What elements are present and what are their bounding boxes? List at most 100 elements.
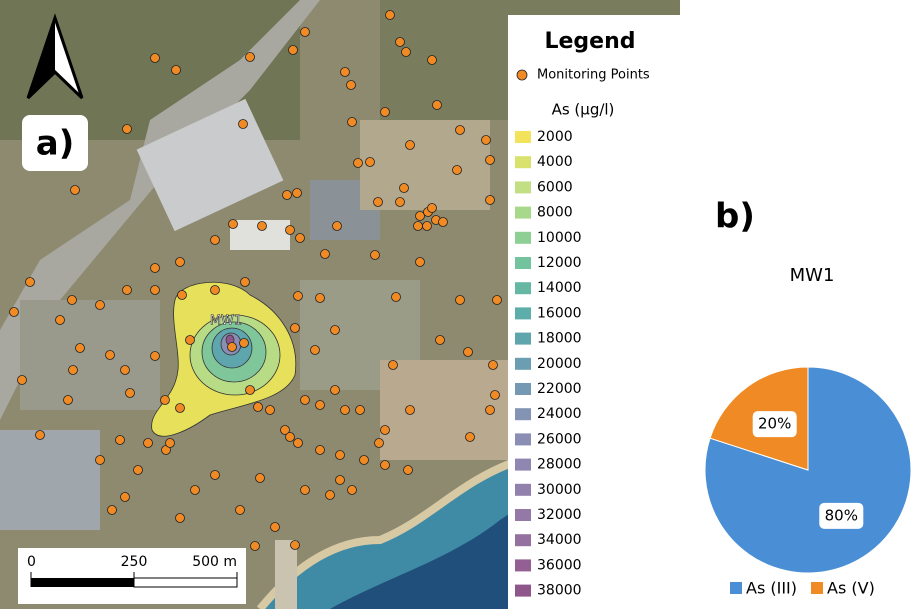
- legend-swatch: [515, 231, 531, 244]
- monitoring-point: [290, 323, 300, 333]
- monitoring-point: [67, 295, 77, 305]
- monitoring-point: [175, 513, 185, 523]
- monitoring-point: [150, 285, 160, 295]
- legend-swatch: [515, 156, 531, 169]
- legend-swatch: [515, 181, 531, 194]
- monitoring-point: [438, 217, 448, 227]
- legend-label: 2000: [537, 129, 573, 145]
- monitoring-point: [235, 505, 245, 515]
- monitoring-point: [125, 388, 135, 398]
- scale-segment: [133, 577, 238, 588]
- monitoring-point: [335, 450, 345, 460]
- monitoring-point: [395, 197, 405, 207]
- chart-title: MW1: [790, 265, 835, 286]
- panel-label: b): [715, 197, 755, 237]
- monitoring-point: [160, 395, 170, 405]
- scale-bar: 0 250 500 m: [27, 554, 238, 588]
- well-label: MW1: [210, 314, 242, 329]
- legend-label: 24000: [537, 406, 582, 422]
- monitoring-point: [165, 438, 175, 448]
- monitoring-points: [9, 10, 502, 551]
- monitoring-point: [120, 365, 130, 375]
- legend-label: 4000: [537, 154, 573, 170]
- monitoring-point: [370, 250, 380, 260]
- monitoring-point: [105, 350, 115, 360]
- legend-swatch: [515, 332, 531, 345]
- monitoring-point: [282, 190, 292, 200]
- monitoring-point: [380, 460, 390, 470]
- monitoring-point: [295, 233, 305, 243]
- legend-classes: 2000 4000 6000 8000 10000 12000 14000 16000 1800…: [515, 129, 582, 599]
- monitoring-point: [35, 430, 45, 440]
- monitoring-point: [485, 195, 495, 205]
- legend-label: 8000: [537, 205, 573, 221]
- monitoring-point: [288, 45, 298, 55]
- monitoring-point: [373, 197, 383, 207]
- monitoring-point: [245, 385, 255, 395]
- monitoring-point: [293, 291, 303, 301]
- legend-swatch: [515, 458, 531, 471]
- monitoring-point: [452, 165, 462, 175]
- monitoring-point: [238, 119, 248, 129]
- north-arrow: [26, 13, 84, 100]
- legend-label: As (III): [746, 579, 797, 598]
- legend-swatch: [515, 433, 531, 446]
- monitoring-point: [332, 221, 342, 231]
- monitoring-point: [315, 293, 325, 303]
- monitoring-point: [330, 385, 340, 395]
- monitoring-point: [245, 52, 255, 62]
- monitoring-point: [359, 455, 369, 465]
- monitoring-point: [427, 55, 437, 65]
- monitoring-point: [300, 485, 310, 495]
- legend-label: 36000: [537, 557, 582, 573]
- monitoring-point: [280, 425, 290, 435]
- monitoring-point: [122, 124, 132, 134]
- legend-swatch: [515, 559, 531, 572]
- monitoring-point: [481, 135, 491, 145]
- monitoring-point: [432, 100, 442, 110]
- panel-label-box: [22, 115, 88, 171]
- monitoring-point: [285, 225, 295, 235]
- monitoring-point: [455, 295, 465, 305]
- monitoring-point: [401, 47, 411, 57]
- legend-label: 32000: [537, 507, 582, 523]
- legend-box: [508, 15, 680, 609]
- legend-swatch: [515, 357, 531, 370]
- monitoring-point: [435, 335, 445, 345]
- monitoring-point: [405, 140, 415, 150]
- monitoring-point: [210, 470, 220, 480]
- monitoring-point: [239, 338, 249, 348]
- monitoring-point: [55, 315, 65, 325]
- monitoring-point: [346, 80, 356, 90]
- legend-label: 28000: [537, 457, 582, 473]
- monitoring-point: [171, 65, 181, 75]
- legend-swatch: [515, 282, 531, 295]
- monitoring-point: [374, 438, 384, 448]
- monitoring-point: [463, 347, 473, 357]
- legend-label: 18000: [537, 331, 582, 347]
- data-label-box: [819, 502, 864, 529]
- monitoring-point: [427, 203, 437, 213]
- legend-label: 26000: [537, 431, 582, 447]
- legend-subtitle: As (µg/l): [552, 101, 615, 119]
- monitoring-point: [122, 285, 132, 295]
- data-label: 80%: [825, 506, 858, 524]
- legend-label: 34000: [537, 532, 582, 548]
- monitoring-point: [190, 485, 200, 495]
- pie-chart: 80% 20% As (III) As (V): [704, 366, 911, 598]
- monitoring-point: [292, 188, 302, 198]
- monitoring-point: [293, 438, 303, 448]
- monitoring-point: [380, 107, 390, 117]
- monitoring-point: [150, 53, 160, 63]
- scale-label: 0: [27, 554, 36, 570]
- monitoring-point: [385, 10, 395, 20]
- monitoring-point: [9, 307, 19, 317]
- scale-label: 500 m: [192, 554, 237, 570]
- legend-swatch: [730, 582, 742, 594]
- monitoring-point: [250, 541, 260, 551]
- monitoring-point: [413, 221, 423, 231]
- legend-label: Monitoring Points: [537, 68, 650, 83]
- monitoring-point: [340, 405, 350, 415]
- monitoring-point: [227, 342, 237, 352]
- legend-label: 14000: [537, 280, 582, 296]
